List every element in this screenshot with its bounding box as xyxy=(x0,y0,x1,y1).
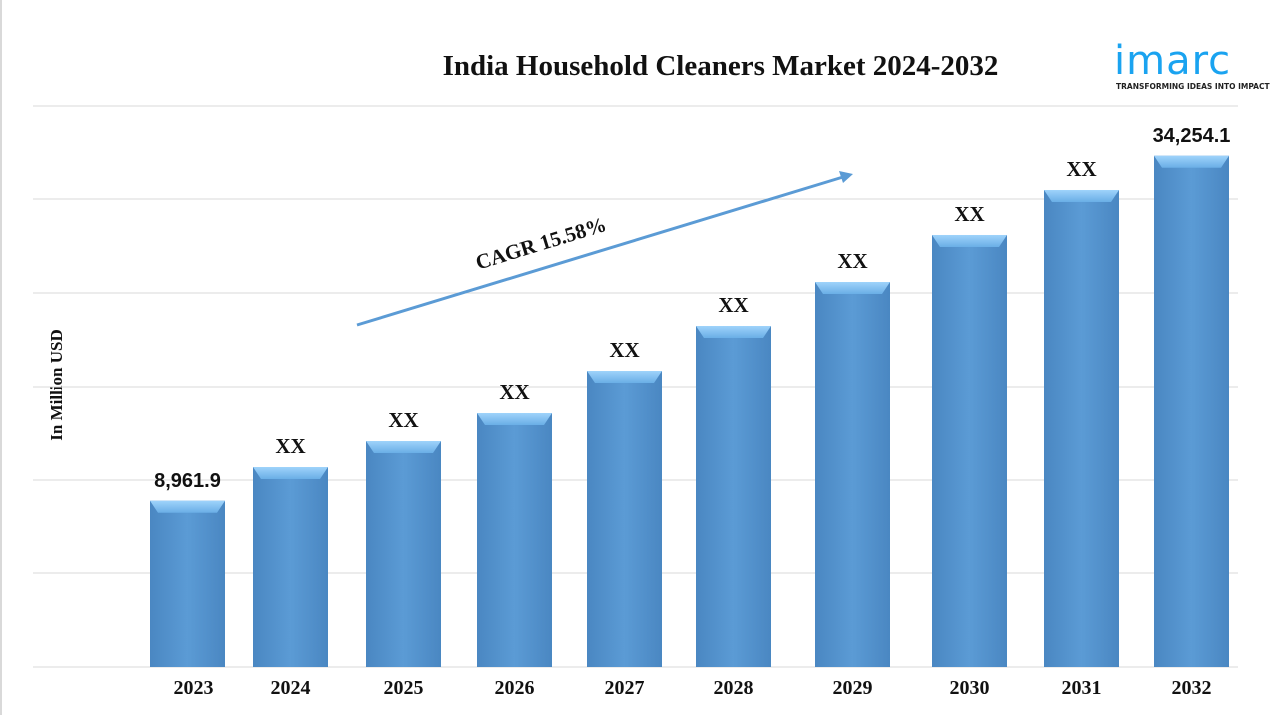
x-tick-label: 2030 xyxy=(950,677,990,699)
bar-cap xyxy=(366,441,441,454)
bar-2025 xyxy=(366,441,441,667)
bar-cap xyxy=(696,326,771,339)
x-tick-label: 2029 xyxy=(833,677,873,699)
data-label: XX xyxy=(718,293,748,317)
x-tick-label: 2032 xyxy=(1172,677,1212,699)
arrow-head xyxy=(839,171,853,183)
bar-2027 xyxy=(587,371,662,667)
logo-wordmark: imarc xyxy=(1114,38,1232,84)
bar-cap xyxy=(477,412,552,425)
data-label: XX xyxy=(275,434,305,458)
x-tick-label: 2031 xyxy=(1062,677,1102,699)
data-label: XX xyxy=(499,380,529,404)
imarc-logo: imarc TRANSFORMING IDEAS INTO IMPACT xyxy=(1114,27,1270,97)
bar-cap xyxy=(1044,189,1119,202)
data-label: XX xyxy=(609,338,639,362)
bar-cap xyxy=(253,466,328,479)
bar-2030 xyxy=(932,234,1007,667)
logo-tagline: TRANSFORMING IDEAS INTO IMPACT xyxy=(1116,82,1270,91)
data-label: XX xyxy=(1066,157,1096,181)
cagr-annotation: CAGR 15.58% xyxy=(473,212,609,275)
bar-2026 xyxy=(477,412,552,667)
cagr-arrow xyxy=(356,175,844,327)
bar-2028 xyxy=(696,326,771,667)
x-tick-label: 2025 xyxy=(384,677,424,699)
data-label: XX xyxy=(837,249,867,273)
x-tick-label: 2027 xyxy=(605,677,645,699)
bar-cap xyxy=(932,234,1007,247)
x-tick-label: 2026 xyxy=(495,677,535,699)
bar-2031 xyxy=(1044,189,1119,667)
data-label: XX xyxy=(954,202,984,226)
bar-2032 xyxy=(1154,155,1229,667)
data-label: 8,961.9 xyxy=(154,470,221,492)
bar-cap xyxy=(1154,155,1229,168)
bar-cap xyxy=(587,371,662,384)
data-label: XX xyxy=(388,408,418,432)
data-label: 34,254.1 xyxy=(1153,125,1231,147)
bar-2024 xyxy=(253,466,328,667)
left-border xyxy=(0,0,2,715)
bar-cap xyxy=(150,500,225,513)
bar-cap xyxy=(815,282,890,294)
x-tick-label: 2024 xyxy=(271,677,311,699)
chart-title: India Household Cleaners Market 2024-203… xyxy=(442,50,999,82)
x-tick-label: 2023 xyxy=(174,677,214,699)
bar-2023 xyxy=(150,500,225,667)
bar-2029 xyxy=(815,282,890,667)
x-tick-label: 2028 xyxy=(714,677,754,699)
